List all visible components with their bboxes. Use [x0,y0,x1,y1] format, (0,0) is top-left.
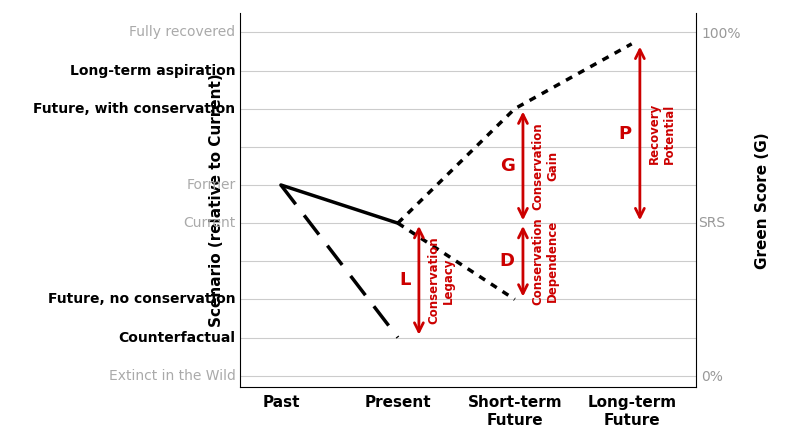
Text: SRS: SRS [698,216,726,230]
Text: Current: Current [183,216,235,230]
Text: L: L [399,271,410,289]
Text: Future, with conservation: Future, with conservation [34,102,235,116]
Text: G: G [500,157,514,175]
Y-axis label: Green Score (G): Green Score (G) [755,132,770,269]
Text: Fully recovered: Fully recovered [130,25,235,40]
Text: Future, no conservation: Future, no conservation [48,292,235,307]
Y-axis label: Scenario (relative to Current): Scenario (relative to Current) [209,73,224,327]
Text: Conservation
Dependence: Conservation Dependence [531,218,559,305]
Text: Long-term aspiration: Long-term aspiration [70,64,235,77]
Text: Conservation
Legacy: Conservation Legacy [427,237,455,324]
Text: D: D [500,252,514,270]
Text: Recovery
Potential: Recovery Potential [648,103,676,164]
Text: Extinct in the Wild: Extinct in the Wild [109,369,235,383]
Text: Conservation
Gain: Conservation Gain [531,122,559,210]
Text: P: P [618,125,632,142]
Text: Counterfactual: Counterfactual [118,331,235,344]
Text: Former: Former [186,178,235,192]
